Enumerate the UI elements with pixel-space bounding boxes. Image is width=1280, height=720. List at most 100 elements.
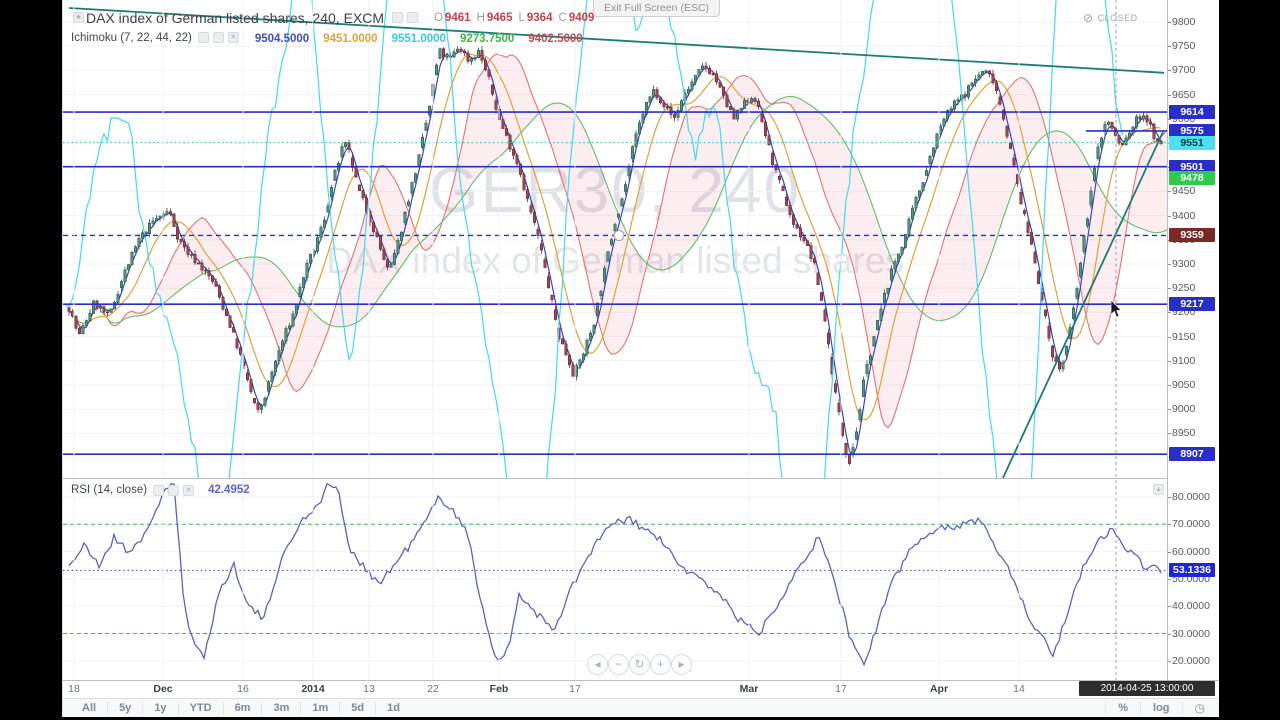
- ohlc-value: 9465: [486, 11, 513, 24]
- price-tick-9650: 9650: [1167, 88, 1196, 101]
- price-tick-9000: 9000: [1167, 403, 1196, 416]
- ichimoku-value: 9402.5000: [528, 32, 583, 45]
- ohlc-value: 9461: [444, 11, 471, 24]
- trendline-1: [68, 7, 1165, 74]
- crosshair-time-badge: 2014-04-25 13:00:00: [1079, 681, 1215, 696]
- range-button-6m[interactable]: 6m: [224, 701, 263, 715]
- range-button-3m[interactable]: 3m: [262, 701, 302, 715]
- price-badge-9575: 9575: [1169, 123, 1215, 138]
- percent-scale-button[interactable]: %: [1105, 702, 1140, 714]
- time-tick-feb: Feb: [489, 683, 509, 695]
- indicator-close-icon[interactable]: ✕: [227, 32, 239, 43]
- price-tick-9800: 9800: [1167, 16, 1196, 28]
- time-tick-16: 16: [237, 683, 249, 695]
- time-tick-mar: Mar: [739, 683, 759, 695]
- scroll-right-button[interactable]: ▸: [671, 654, 692, 675]
- main-pane-group: [63, 0, 1167, 478]
- trading-chart-window: GER30, 240 DAX index of German listed sh…: [62, 0, 1219, 717]
- chart-nav-buttons: ◂ − ↻ + ▸: [587, 654, 692, 675]
- time-axis[interactable]: 18 Dec 16 2014 13 22 Feb 17 Mar 17 Apr 14 2014-04-25…: [63, 681, 1219, 698]
- time-tick-17: 17: [835, 683, 847, 695]
- rsi-tick-30.0000: 30.0000: [1168, 627, 1210, 640]
- range-button-5y[interactable]: 5y: [108, 701, 144, 715]
- range-button-5d[interactable]: 5d: [340, 701, 377, 715]
- rsi-eye-icon[interactable]: [153, 484, 165, 496]
- indicator-values: 9504.5000 9451.0000 9551.0000 9273.7500 9402…: [241, 29, 583, 47]
- log-scale-button[interactable]: log: [1140, 702, 1182, 714]
- range-button-1m[interactable]: 1m: [301, 701, 341, 715]
- time-tick-dec: Dec: [153, 683, 173, 695]
- price-tick-9300: 9300: [1167, 258, 1196, 270]
- axis-divider: [63, 680, 1219, 681]
- time-tick-apr: Apr: [929, 683, 949, 695]
- rsi-close-icon[interactable]: ✕: [183, 484, 195, 496]
- price-tick-9700: 9700: [1167, 64, 1196, 77]
- price-badge-9501: 9501: [1169, 159, 1215, 174]
- time-tick-22: 22: [427, 683, 439, 695]
- price-tick-9050: 9050: [1167, 379, 1196, 391]
- symbol-title: DAX index of German listed shares, 240, …: [86, 9, 385, 26]
- ichimoku-value: 9273.7500: [459, 32, 515, 45]
- ohlc-key: O: [434, 11, 443, 24]
- time-tick-17: 17: [569, 683, 581, 695]
- price-badge-8907: 8907: [1169, 447, 1215, 462]
- price-tick-9750: 9750: [1167, 40, 1196, 53]
- exit-fullscreen-tooltip: Exit Full Screen (ESC): [593, 0, 721, 17]
- zoom-out-button[interactable]: −: [608, 654, 629, 675]
- symbol-hide-icon[interactable]: [407, 12, 419, 23]
- rsi-settings-icon[interactable]: [168, 484, 180, 496]
- symbol-legend-row: ★ DAX index of German listed shares, 240…: [71, 9, 594, 26]
- market-closed-icon: ⊘: [1083, 11, 1094, 25]
- collapse-pane-icon[interactable]: ▴: [1153, 484, 1164, 495]
- ichimoku-value: 9504.5000: [254, 32, 310, 45]
- market-status-badge: ⊘ CLOSED: [1083, 11, 1138, 25]
- price-chart-svg[interactable]: [63, 0, 1219, 717]
- rsi-badge: 53.1336: [1169, 563, 1215, 578]
- price-tick-9250: 9250: [1167, 282, 1196, 295]
- trendline-2: [1002, 131, 1164, 478]
- rsi-indicator-value: 42.4952: [208, 484, 250, 496]
- price-tick-9100: 9100: [1167, 354, 1196, 367]
- range-button-ytd[interactable]: YTD: [179, 701, 224, 715]
- rsi-tick-60.0000: 60.0000: [1168, 545, 1210, 558]
- rsi-tick-40.0000: 40.0000: [1168, 600, 1210, 613]
- ichimoku-value: 9451.0000: [323, 32, 378, 45]
- range-button-1y[interactable]: 1y: [143, 701, 179, 715]
- time-tick-14: 14: [1013, 683, 1025, 695]
- range-button-group: All 5y 1y YTD 6m 3m 1m 5d 1d: [63, 701, 411, 715]
- time-tick-18: 18: [68, 683, 80, 695]
- range-button-all[interactable]: All: [71, 701, 109, 715]
- price-badge-9614: 9614: [1169, 105, 1215, 120]
- ohlc-value: 9409: [568, 11, 595, 24]
- time-tick-13: 13: [363, 683, 375, 695]
- ohlc-value: 9364: [526, 11, 553, 24]
- rsi-legend-row: RSI (14, close) ✕ 42.4952: [71, 484, 250, 496]
- price-scale[interactable]: 9800975097009650960095509500945094009350…: [1167, 0, 1219, 680]
- price-badge-9217: 9217: [1169, 297, 1215, 312]
- price-tick-9150: 9150: [1167, 330, 1196, 343]
- price-tick-8950: 8950: [1167, 427, 1196, 440]
- rsi-indicator-label: RSI (14, close): [71, 484, 148, 496]
- favorite-star-icon[interactable]: ★: [73, 12, 84, 23]
- scroll-left-button[interactable]: ◂: [587, 654, 608, 675]
- range-button-1d[interactable]: 1d: [387, 701, 400, 714]
- indicator-label: Ichimoku (7, 22, 44, 22): [71, 31, 192, 44]
- indicator-settings-icon[interactable]: [212, 32, 224, 43]
- symbol-settings-icon[interactable]: [392, 12, 404, 23]
- price-tick-9400: 9400: [1167, 209, 1196, 222]
- price-tick-9450: 9450: [1167, 185, 1196, 198]
- bottom-toolbar: All 5y 1y YTD 6m 3m 1m 5d 1d % log ◷: [63, 698, 1219, 717]
- clock-icon[interactable]: ◷: [1181, 701, 1209, 715]
- rsi-tick-70.0000: 70.0000: [1168, 518, 1210, 531]
- price-badge-9551: 9551: [1169, 135, 1215, 150]
- reset-view-button[interactable]: ↻: [629, 654, 650, 675]
- scale-button-group: % log ◷: [1105, 701, 1209, 715]
- zoom-in-button[interactable]: +: [650, 654, 671, 675]
- pane-divider[interactable]: [63, 478, 1219, 479]
- indicator-eye-icon[interactable]: [197, 32, 209, 43]
- ohlc-key: L: [518, 11, 525, 24]
- ohlc-key: H: [476, 11, 485, 24]
- chart-legend: ★ DAX index of German listed shares, 240…: [71, 9, 594, 46]
- ohlc-key: C: [558, 11, 567, 24]
